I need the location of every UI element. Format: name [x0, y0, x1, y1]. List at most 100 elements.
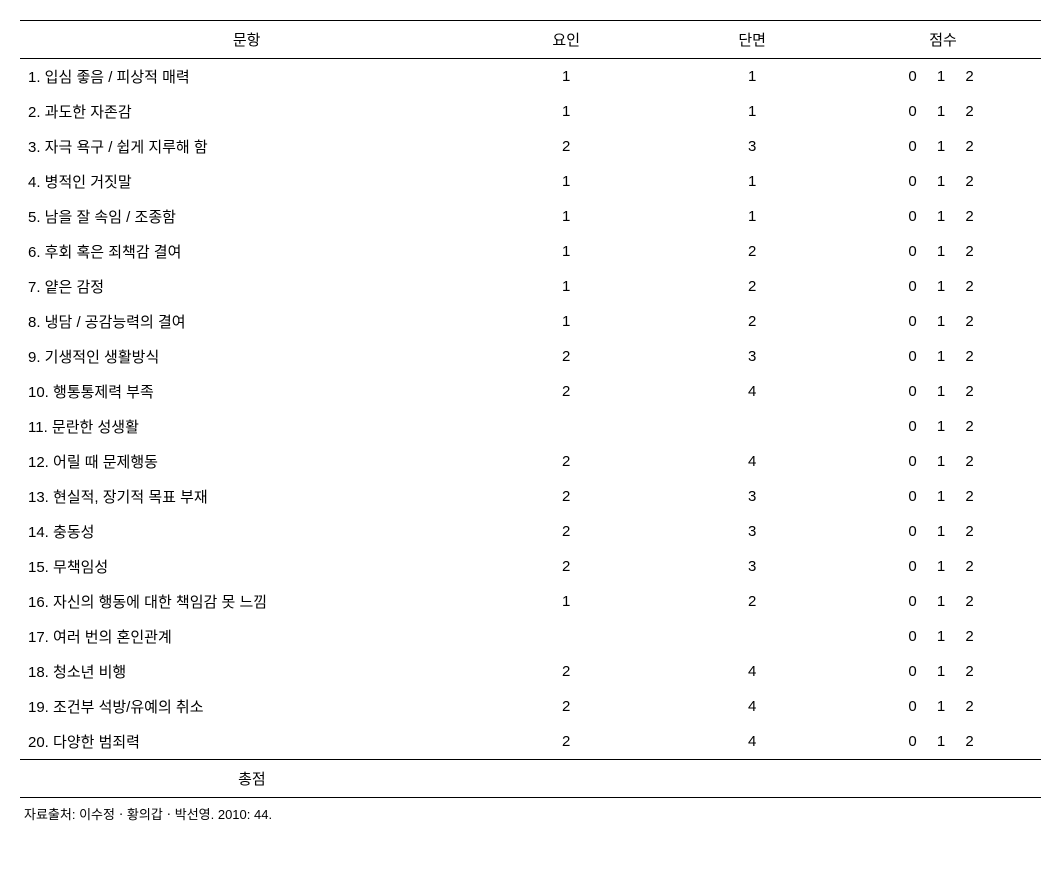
score-cell: 0 1 2: [845, 514, 1041, 549]
table-row: 3. 자극 욕구 / 쉽게 지루해 함230 1 2: [20, 129, 1041, 164]
table-header-row: 문항 요인 단면 점수: [20, 21, 1041, 59]
table-row: 9. 기생적인 생활방식230 1 2: [20, 339, 1041, 374]
score-cell: 0 1 2: [845, 409, 1041, 444]
item-cell: 9. 기생적인 생활방식: [20, 339, 473, 374]
factor-cell: 1: [473, 304, 659, 339]
score-cell: 0 1 2: [845, 444, 1041, 479]
header-item: 문항: [20, 21, 473, 59]
factor-cell: 1: [473, 199, 659, 234]
total-row: 총점: [20, 760, 1041, 798]
table-row: 1. 입심 좋음 / 피상적 매력110 1 2: [20, 59, 1041, 95]
score-cell: 0 1 2: [845, 59, 1041, 95]
item-cell: 19. 조건부 석방/유예의 취소: [20, 689, 473, 724]
factor-cell: 2: [473, 689, 659, 724]
table-row: 10. 행통통제력 부족240 1 2: [20, 374, 1041, 409]
facet-cell: 3: [659, 129, 845, 164]
facet-cell: 4: [659, 724, 845, 760]
table-row: 20. 다양한 범죄력240 1 2: [20, 724, 1041, 760]
total-label: 총점: [24, 768, 480, 789]
table-row: 8. 냉담 / 공감능력의 결여120 1 2: [20, 304, 1041, 339]
source-citation: 자료출처: 이수정ㆍ황의갑ㆍ박선영. 2010: 44.: [20, 798, 1041, 823]
facet-cell: 3: [659, 339, 845, 374]
factor-cell: 1: [473, 94, 659, 129]
factor-cell: [473, 409, 659, 444]
factor-cell: 2: [473, 654, 659, 689]
factor-cell: 1: [473, 164, 659, 199]
score-cell: 0 1 2: [845, 724, 1041, 760]
factor-cell: 2: [473, 549, 659, 584]
table-row: 6. 후회 혹은 죄책감 결여120 1 2: [20, 234, 1041, 269]
table-row: 4. 병적인 거짓말110 1 2: [20, 164, 1041, 199]
factor-cell: 2: [473, 724, 659, 760]
header-score: 점수: [845, 21, 1041, 59]
factor-cell: 2: [473, 479, 659, 514]
facet-cell: 3: [659, 514, 845, 549]
factor-cell: 2: [473, 339, 659, 374]
facet-cell: [659, 619, 845, 654]
factor-cell: 1: [473, 234, 659, 269]
item-cell: 14. 충동성: [20, 514, 473, 549]
item-cell: 12. 어릴 때 문제행동: [20, 444, 473, 479]
score-cell: 0 1 2: [845, 129, 1041, 164]
table-row: 14. 충동성230 1 2: [20, 514, 1041, 549]
score-cell: 0 1 2: [845, 654, 1041, 689]
facet-cell: 1: [659, 94, 845, 129]
factor-cell: 2: [473, 514, 659, 549]
item-cell: 8. 냉담 / 공감능력의 결여: [20, 304, 473, 339]
header-factor: 요인: [473, 21, 659, 59]
score-cell: 0 1 2: [845, 94, 1041, 129]
item-cell: 2. 과도한 자존감: [20, 94, 473, 129]
factor-cell: 2: [473, 444, 659, 479]
facet-cell: 2: [659, 304, 845, 339]
table-row: 11. 문란한 성생활 0 1 2: [20, 409, 1041, 444]
score-cell: 0 1 2: [845, 689, 1041, 724]
score-cell: 0 1 2: [845, 619, 1041, 654]
facet-cell: 2: [659, 269, 845, 304]
score-cell: 0 1 2: [845, 269, 1041, 304]
table-row: 19. 조건부 석방/유예의 취소240 1 2: [20, 689, 1041, 724]
factor-cell: 1: [473, 269, 659, 304]
facet-cell: 3: [659, 549, 845, 584]
score-cell: 0 1 2: [845, 164, 1041, 199]
pclr-items-table: 문항 요인 단면 점수 1. 입심 좋음 / 피상적 매력110 1 22. 과…: [20, 20, 1041, 798]
item-cell: 11. 문란한 성생활: [20, 409, 473, 444]
item-cell: 1. 입심 좋음 / 피상적 매력: [20, 59, 473, 95]
factor-cell: 2: [473, 374, 659, 409]
factor-cell: [473, 619, 659, 654]
item-cell: 6. 후회 혹은 죄책감 결여: [20, 234, 473, 269]
item-cell: 13. 현실적, 장기적 목표 부재: [20, 479, 473, 514]
factor-cell: 2: [473, 129, 659, 164]
facet-cell: 3: [659, 479, 845, 514]
table-row: 17. 여러 번의 혼인관계 0 1 2: [20, 619, 1041, 654]
item-cell: 16. 자신의 행동에 대한 책임감 못 느낌: [20, 584, 473, 619]
item-cell: 18. 청소년 비행: [20, 654, 473, 689]
table-row: 18. 청소년 비행240 1 2: [20, 654, 1041, 689]
item-cell: 4. 병적인 거짓말: [20, 164, 473, 199]
facet-cell: 2: [659, 584, 845, 619]
factor-cell: 1: [473, 59, 659, 95]
score-cell: 0 1 2: [845, 584, 1041, 619]
item-cell: 3. 자극 욕구 / 쉽게 지루해 함: [20, 129, 473, 164]
score-cell: 0 1 2: [845, 339, 1041, 374]
table-row: 15. 무책임성230 1 2: [20, 549, 1041, 584]
table-row: 13. 현실적, 장기적 목표 부재230 1 2: [20, 479, 1041, 514]
table-row: 5. 남을 잘 속임 / 조종함110 1 2: [20, 199, 1041, 234]
facet-cell: 1: [659, 199, 845, 234]
facet-cell: 1: [659, 59, 845, 95]
item-cell: 15. 무책임성: [20, 549, 473, 584]
facet-cell: [659, 409, 845, 444]
item-cell: 17. 여러 번의 혼인관계: [20, 619, 473, 654]
item-cell: 20. 다양한 범죄력: [20, 724, 473, 760]
score-cell: 0 1 2: [845, 304, 1041, 339]
facet-cell: 4: [659, 654, 845, 689]
score-cell: 0 1 2: [845, 234, 1041, 269]
table-row: 12. 어릴 때 문제행동240 1 2: [20, 444, 1041, 479]
table-row: 16. 자신의 행동에 대한 책임감 못 느낌120 1 2: [20, 584, 1041, 619]
facet-cell: 4: [659, 689, 845, 724]
table-row: 2. 과도한 자존감110 1 2: [20, 94, 1041, 129]
score-cell: 0 1 2: [845, 479, 1041, 514]
score-cell: 0 1 2: [845, 549, 1041, 584]
factor-cell: 1: [473, 584, 659, 619]
facet-cell: 4: [659, 444, 845, 479]
item-cell: 5. 남을 잘 속임 / 조종함: [20, 199, 473, 234]
